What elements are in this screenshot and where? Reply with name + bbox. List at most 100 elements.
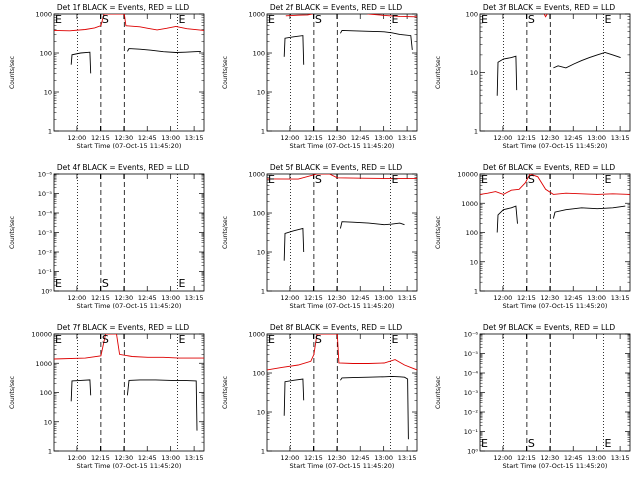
y-tick-label: 100 xyxy=(253,210,265,218)
lld-series-line xyxy=(54,14,204,32)
y-tick-label: 100 xyxy=(253,370,265,378)
plot-frame xyxy=(53,333,205,452)
marker-e: E xyxy=(178,13,185,26)
x-tick-label: 12:45 xyxy=(564,294,583,302)
y-tick-label: 100 xyxy=(40,389,52,397)
edge-marker-e: E xyxy=(268,13,275,26)
edge-marker-e: E xyxy=(55,277,62,290)
chart-title: Det 4f BLACK = Events, RED = LLD xyxy=(57,163,190,172)
edge-marker-e: E xyxy=(55,333,62,346)
y-tick-label: 1 xyxy=(48,128,52,136)
x-tick-label: 13:00 xyxy=(374,134,393,142)
edge-marker-e: E xyxy=(268,333,275,346)
lld-series-line xyxy=(54,334,204,360)
x-tick-label: 12:00 xyxy=(281,454,300,462)
marker-e: E xyxy=(178,333,185,346)
x-tick-label: 12:00 xyxy=(494,134,513,142)
x-tick-label: 12:15 xyxy=(517,294,536,302)
x-tick-label: 12:15 xyxy=(517,134,536,142)
x-tick-label: 13:00 xyxy=(161,134,180,142)
y-axis-label: Counts/sec xyxy=(435,376,442,409)
x-tick-label: 12:30 xyxy=(114,454,133,462)
x-tick-label: 13:00 xyxy=(374,294,393,302)
x-tick-label: 13:15 xyxy=(398,134,417,142)
y-tick-label: 1 xyxy=(261,448,265,456)
x-tick-label: 13:15 xyxy=(185,134,204,142)
x-tick-label: 12:45 xyxy=(564,134,583,142)
x-tick-label: 12:30 xyxy=(540,454,559,462)
y-tick-label: 1 xyxy=(48,448,52,456)
x-tick-label: 13:00 xyxy=(587,294,606,302)
y-tick-label: 10000 xyxy=(31,331,52,339)
events-series-line xyxy=(70,48,201,74)
x-tick-label: 13:00 xyxy=(374,454,393,462)
y-axis-label: Counts/sec xyxy=(9,56,16,89)
chart-title: Det 9f BLACK = Events, RED = LLD xyxy=(483,323,616,332)
marker-s: S xyxy=(528,13,535,26)
chart-title: Det 3f BLACK = Events, RED = LLD xyxy=(483,3,616,12)
y-tick-label: 10⁰ xyxy=(41,288,52,296)
y-tick-label: 10⁻³ xyxy=(38,229,53,237)
y-tick-label: 1000 xyxy=(35,11,52,19)
events-series-line xyxy=(283,221,405,261)
y-tick-label: 10⁻⁶ xyxy=(38,171,53,179)
chart-panel-5: Det 5f BLACK = Events, RED = LLD 1 10 100 10… xyxy=(222,163,418,310)
x-tick-label: 12:15 xyxy=(91,454,110,462)
x-tick-label: 13:15 xyxy=(398,454,417,462)
plot-frame xyxy=(266,173,418,292)
x-tick-label: 12:00 xyxy=(494,294,513,302)
x-tick-label: 13:15 xyxy=(611,454,630,462)
plot-frame xyxy=(479,333,631,452)
y-tick-label: 10⁰ xyxy=(467,448,478,456)
x-tick-label: 12:30 xyxy=(114,134,133,142)
y-tick-label: 10 xyxy=(44,418,52,426)
y-tick-label: 10⁻⁶ xyxy=(464,331,479,339)
x-axis-label: Start Time (07-Oct-15 11:45:20) xyxy=(503,302,608,310)
marker-e: E xyxy=(604,13,611,26)
x-tick-label: 12:30 xyxy=(540,294,559,302)
x-tick-label: 12:30 xyxy=(114,294,133,302)
x-tick-label: 12:45 xyxy=(138,134,157,142)
edge-marker-e: E xyxy=(55,13,62,26)
x-tick-label: 13:15 xyxy=(185,454,204,462)
events-series-line xyxy=(283,29,413,65)
y-tick-label: 1000 xyxy=(248,171,265,179)
x-tick-label: 12:00 xyxy=(68,294,87,302)
x-tick-label: 12:45 xyxy=(564,454,583,462)
chart-panel-4: Det 4f BLACK = Events, RED = LLD 10⁰ 10⁻¹ 1… xyxy=(9,163,205,310)
x-tick-label: 13:00 xyxy=(587,134,606,142)
y-tick-label: 1000 xyxy=(248,331,265,339)
x-tick-label: 12:30 xyxy=(327,454,346,462)
chart-title: Det 5f BLACK = Events, RED = LLD xyxy=(270,163,403,172)
y-tick-label: 10⁻⁵ xyxy=(464,350,479,358)
y-tick-label: 100 xyxy=(253,50,265,58)
marker-s: S xyxy=(528,437,535,450)
marker-e: E xyxy=(178,277,185,290)
x-tick-label: 12:00 xyxy=(494,454,513,462)
lld-series-line xyxy=(543,14,548,18)
x-tick-label: 12:00 xyxy=(281,294,300,302)
x-tick-label: 13:15 xyxy=(185,294,204,302)
edge-marker-e: E xyxy=(481,13,488,26)
x-tick-label: 13:15 xyxy=(398,294,417,302)
x-tick-label: 13:00 xyxy=(161,454,180,462)
x-tick-label: 12:00 xyxy=(68,454,87,462)
x-tick-label: 12:00 xyxy=(68,134,87,142)
y-tick-label: 10 xyxy=(470,258,478,266)
y-axis-label: Counts/sec xyxy=(435,56,442,89)
x-tick-label: 12:45 xyxy=(351,454,370,462)
marker-e: E xyxy=(391,173,398,186)
y-axis-label: Counts/sec xyxy=(9,216,16,249)
plot-frame xyxy=(53,13,205,132)
x-tick-label: 12:15 xyxy=(91,294,110,302)
x-tick-label: 12:15 xyxy=(91,134,110,142)
x-tick-label: 12:30 xyxy=(327,134,346,142)
x-axis-label: Start Time (07-Oct-15 11:45:20) xyxy=(290,302,395,310)
lld-series-line xyxy=(267,174,417,180)
y-tick-label: 10⁻³ xyxy=(464,389,479,397)
x-tick-label: 12:45 xyxy=(138,454,157,462)
x-tick-label: 13:00 xyxy=(161,294,180,302)
y-axis-label: Counts/sec xyxy=(222,56,229,89)
y-axis-label: Counts/sec xyxy=(222,376,229,409)
